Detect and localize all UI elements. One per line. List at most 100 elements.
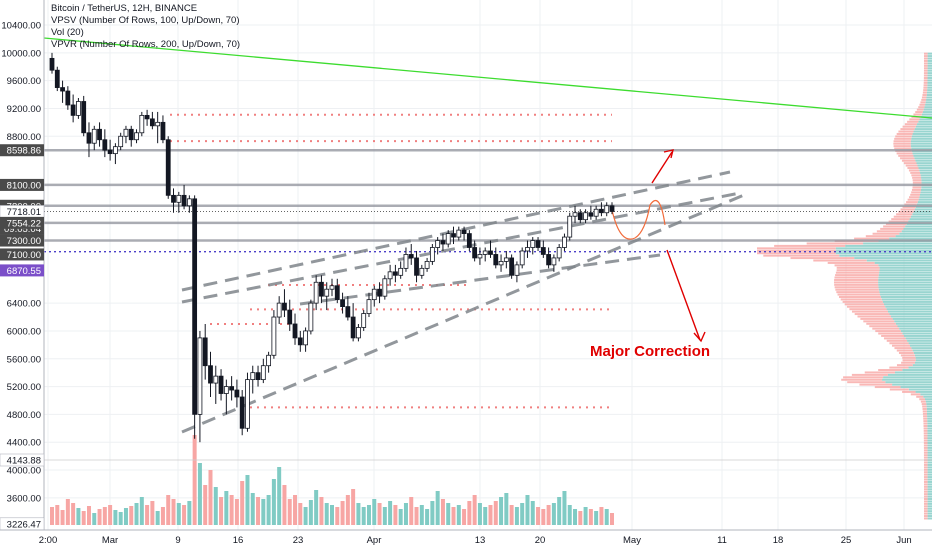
profile-up: [927, 442, 932, 445]
profile-up: [927, 437, 932, 440]
volume-bar: [166, 495, 171, 525]
volume-bar: [197, 463, 202, 525]
profile-up: [927, 417, 932, 420]
profile-up: [927, 415, 932, 418]
profile-down: [923, 473, 928, 476]
profile-up: [927, 81, 932, 84]
profile-down: [923, 432, 928, 435]
profile-down: [923, 500, 928, 503]
profile-down: [889, 342, 909, 345]
legend-volume[interactable]: Vol (20): [51, 27, 84, 38]
profile-up: [911, 137, 932, 140]
candle-body: [551, 257, 557, 266]
profile-down: [896, 213, 913, 216]
profile-up: [926, 410, 932, 413]
volume-bar: [171, 499, 176, 525]
time-tick-label: 23: [293, 535, 304, 546]
profile-down: [923, 429, 928, 432]
profile-down: [920, 400, 926, 403]
profile-down: [923, 449, 928, 452]
candle-body: [102, 139, 108, 151]
profile-up: [926, 405, 932, 408]
profile-down: [923, 81, 928, 84]
price-badge-label: 7554.22: [7, 218, 41, 229]
profile-down: [757, 249, 836, 252]
price-tick-label: 10400.00: [1, 21, 41, 32]
candle-body: [493, 254, 499, 266]
profile-down: [923, 84, 928, 87]
candle-body: [519, 250, 525, 266]
candle-body: [577, 212, 583, 221]
volume-bar: [287, 499, 292, 525]
profile-up: [916, 162, 932, 165]
volume-bar: [123, 508, 128, 525]
legend-vpvr[interactable]: VPVR (Number Of Rows, 200, Up/Down, 70): [51, 39, 241, 50]
profile-up: [927, 67, 932, 70]
profile-up: [926, 91, 932, 94]
price-tick-label: 8800.00: [7, 132, 41, 143]
candle-body: [356, 327, 361, 339]
profile-down: [843, 376, 884, 379]
profile-down: [898, 351, 914, 354]
candle-body: [176, 194, 182, 203]
profile-up: [878, 276, 932, 279]
candle-body: [218, 375, 224, 394]
price-axis[interactable]: 10400.00 10000.00 9600.00 9200.00 8800.00 640…: [0, 0, 45, 530]
volume-bar: [187, 501, 192, 525]
volume-bar: [108, 505, 113, 525]
candle-body: [97, 128, 102, 141]
candle-body: [292, 323, 298, 339]
candle-body: [403, 254, 409, 269]
profile-down: [869, 325, 898, 328]
profile-down: [923, 442, 928, 445]
price-badge: [0, 264, 44, 277]
volume-bar: [351, 489, 356, 525]
legend-vpsv[interactable]: VPSV (Number Of Rows, 100, Up/Down, 70): [51, 15, 240, 26]
profile-down: [774, 244, 846, 247]
profile-up: [927, 515, 932, 518]
candle-body: [414, 257, 419, 276]
candle-body: [451, 233, 456, 238]
profile-down: [923, 456, 928, 459]
profile-down: [923, 483, 928, 486]
profile-up: [927, 505, 932, 508]
profile-down: [923, 79, 928, 82]
volume-bars: [50, 435, 614, 525]
profile-down: [757, 252, 836, 255]
candle-body: [60, 87, 65, 92]
legend-title[interactable]: Bitcoin / TetherUS, 12H, BINANCE: [51, 3, 198, 14]
profile-down: [883, 337, 906, 340]
candle-body: [466, 233, 472, 248]
profile-down: [923, 498, 928, 501]
profile-down: [857, 315, 892, 318]
volume-bar: [81, 511, 86, 525]
volume-bar: [499, 497, 504, 525]
volume-bar: [419, 505, 424, 525]
candle-body: [165, 139, 171, 196]
candle-body: [514, 264, 520, 276]
candle-body: [482, 250, 488, 255]
volume-bar: [113, 510, 118, 525]
time-tick-label: Mar: [102, 535, 118, 546]
profile-up: [921, 186, 932, 189]
candle-body: [509, 257, 515, 276]
price-badge-label: 3226.47: [7, 519, 41, 530]
profile-down: [912, 181, 922, 184]
profile-down: [923, 444, 928, 447]
candle-body: [81, 101, 87, 134]
profile-up: [897, 325, 932, 328]
profile-up: [927, 507, 932, 510]
profile-down: [923, 471, 928, 474]
volume-bar: [340, 501, 345, 525]
time-axis[interactable]: 2:00 Mar 9 16 23 Apr 13 20 May 11 18 25 Jun: [0, 529, 932, 550]
candle-body: [297, 337, 303, 346]
profile-down: [827, 261, 875, 264]
candle-body: [445, 233, 451, 245]
profile-up: [882, 378, 932, 381]
profile-down: [918, 106, 925, 109]
profile-up: [880, 293, 932, 296]
volume-bar: [562, 491, 567, 525]
volume-bar: [472, 495, 477, 525]
profile-down: [920, 101, 926, 104]
